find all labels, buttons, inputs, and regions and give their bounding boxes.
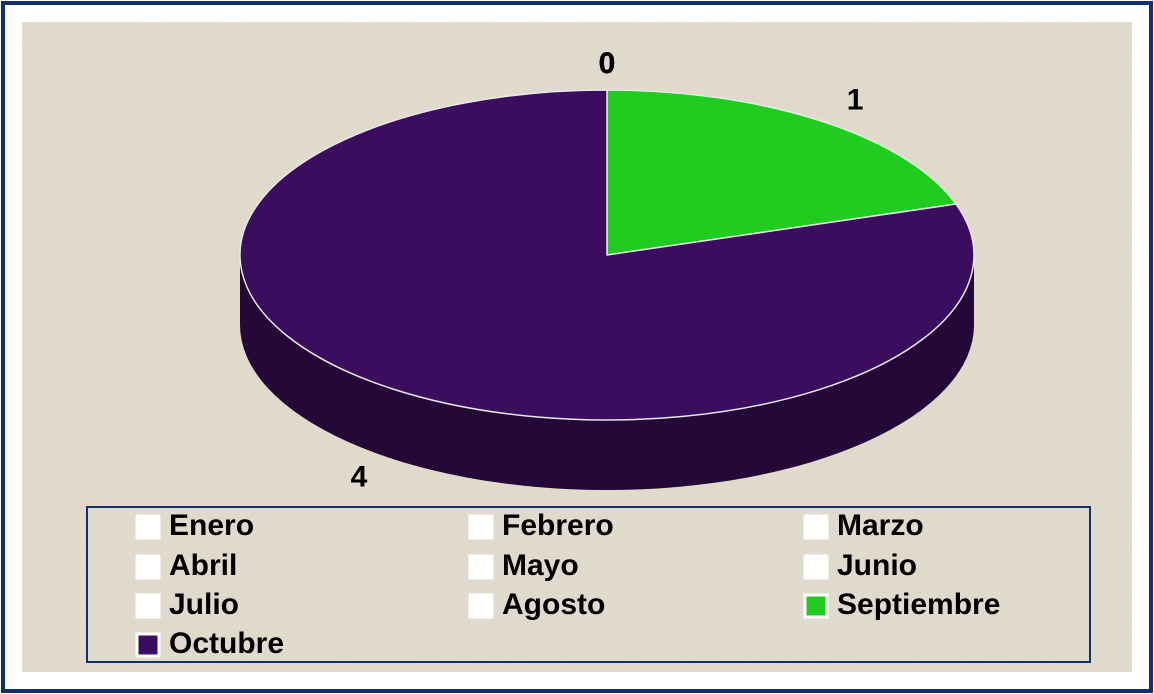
legend-swatch [135, 632, 161, 658]
legend-swatch [803, 593, 829, 619]
data-label: 0 [599, 47, 616, 80]
legend-label: Agosto [502, 588, 605, 621]
legend-swatch [468, 514, 494, 540]
legend-swatch [803, 554, 829, 580]
legend-swatch [803, 514, 829, 540]
data-label: 0 [599, 47, 616, 80]
legend-box [86, 506, 1091, 663]
data-label: 0 [599, 47, 616, 80]
slice-side [240, 255, 974, 490]
legend-swatch [135, 554, 161, 580]
data-label: 0 [599, 47, 616, 80]
data-label: 0 [599, 47, 616, 80]
slice [606, 89, 958, 256]
legend-label: Marzo [837, 509, 924, 542]
legend-label: Febrero [502, 509, 614, 542]
data-label: 4 [351, 460, 368, 493]
legend-swatch [468, 593, 494, 619]
data-label: 1 [847, 83, 864, 116]
legend-label: Junio [837, 549, 917, 582]
slice [239, 89, 975, 421]
legend-label: Enero [169, 509, 254, 542]
data-label: 0 [599, 47, 616, 80]
legend-swatch [468, 554, 494, 580]
legend-swatch [135, 514, 161, 540]
legend-label: Julio [169, 588, 239, 621]
data-label: 0 [599, 47, 616, 80]
legend-swatch [135, 593, 161, 619]
legend-label: Septiembre [837, 588, 1000, 621]
legend-label: Octubre [169, 627, 284, 660]
data-label: 0 [599, 47, 616, 80]
legend-label: Mayo [502, 549, 579, 582]
legend-label: Abril [169, 549, 237, 582]
legend: Enero Febrero Marzo Abril Mayo Junio Julio Agos… [135, 509, 1000, 660]
